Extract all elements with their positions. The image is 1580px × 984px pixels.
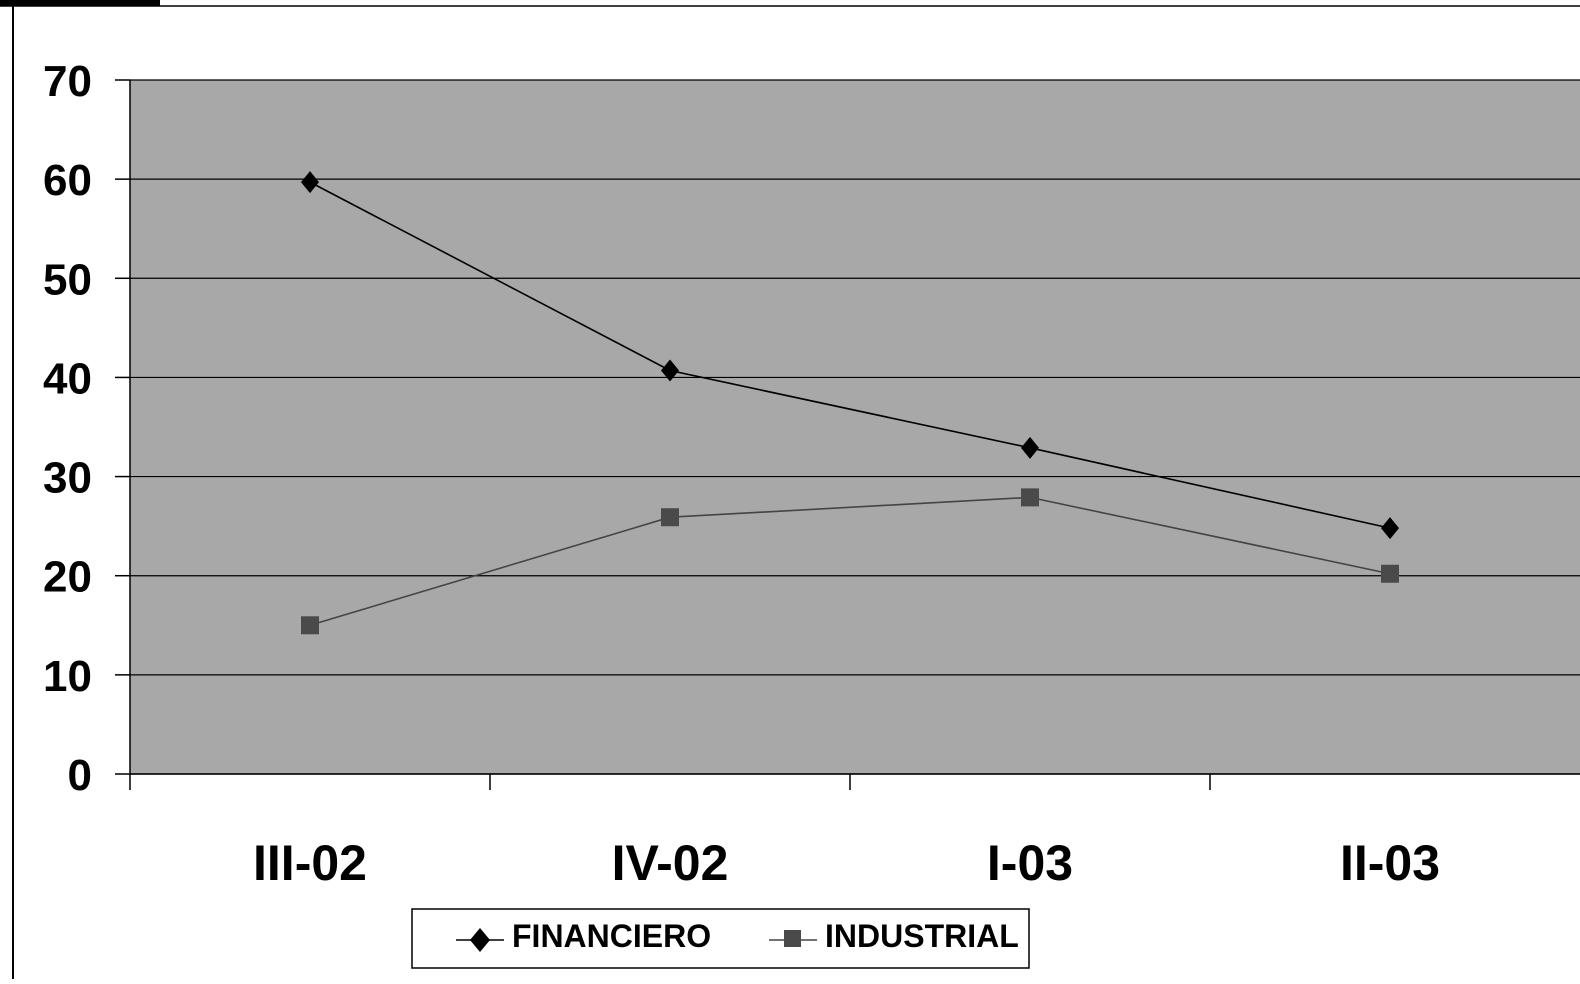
data-point (661, 508, 679, 527)
x-tick-label: I-03 (987, 835, 1073, 891)
data-point (1021, 488, 1039, 507)
series-line (309, 496, 1391, 627)
series-industrial (301, 488, 1399, 635)
x-tick-label: II-03 (1340, 835, 1440, 891)
series-financiero (301, 171, 1399, 540)
y-tick-label: 50 (43, 255, 92, 304)
data-point (301, 616, 319, 635)
legend-box (411, 908, 1030, 969)
series-line (309, 181, 1391, 529)
y-tick-label: 10 (43, 652, 92, 701)
y-tick-label: 40 (43, 354, 92, 403)
legend: FINANCIERO INDUSTRIAL (411, 908, 1030, 969)
data-point (1021, 436, 1039, 459)
frame-corner (0, 0, 160, 6)
data-point (301, 171, 319, 194)
y-axis: 0 10 20 30 40 50 60 70 (43, 57, 131, 800)
x-tick-label: III-02 (253, 835, 367, 891)
x-axis: III-02 IV-02 I-03 II-03 (130, 773, 1580, 891)
legend-diamond-icon (470, 928, 490, 952)
y-tick-label: 0 (68, 751, 92, 800)
data-point (1381, 564, 1399, 583)
y-tick-label: 70 (43, 57, 92, 106)
y-tick-label: 30 (43, 454, 92, 503)
series-layer (301, 171, 1399, 635)
plot-area (130, 80, 1580, 774)
legend-square-icon (784, 930, 801, 947)
legend-label-industrial: INDUSTRIAL (825, 918, 1019, 954)
legend-label-financiero: FINANCIERO (512, 918, 711, 954)
x-tick-label: IV-02 (612, 835, 729, 891)
data-point (661, 359, 679, 382)
y-tick-label: 20 (43, 553, 92, 602)
y-tick-label: 60 (43, 156, 92, 205)
data-point (1381, 517, 1399, 540)
